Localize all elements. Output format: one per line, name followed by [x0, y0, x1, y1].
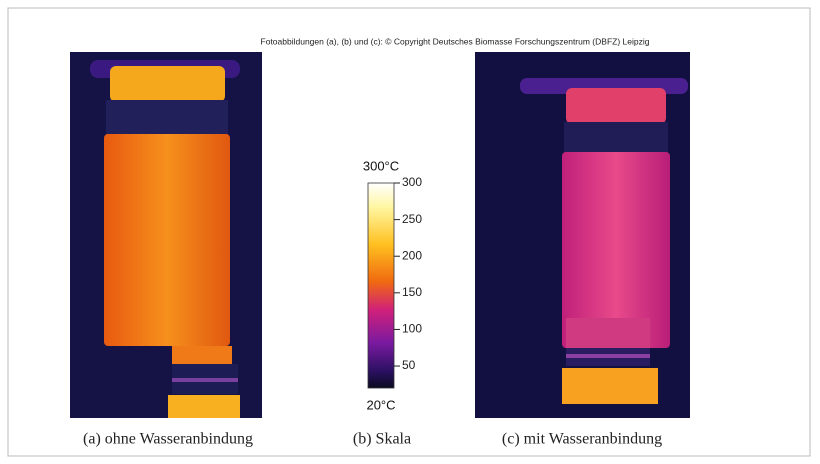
tick-label: 200: [402, 248, 422, 262]
caption: (b) Skala: [353, 431, 411, 448]
thermal-image-c: [475, 52, 690, 418]
color-bar: [368, 183, 394, 388]
tick-label: 50: [402, 358, 416, 372]
page: Fotoabbildungen (a), (b) und (c): © Copy…: [0, 0, 820, 464]
thermal-image-a: [70, 52, 262, 418]
tick-label: 150: [402, 285, 422, 299]
caption: (c) mit Wasseranbindung: [502, 431, 662, 448]
scale-bottom-label: 20°C: [366, 397, 395, 412]
tick-label: 300: [402, 175, 422, 189]
figure: Fotoabbildungen (a), (b) und (c): © Copy…: [0, 0, 820, 464]
scale-top-label: 300°C: [363, 158, 399, 173]
caption: (a) ohne Wasseranbindung: [83, 431, 253, 448]
credit: Fotoabbildungen (a), (b) und (c): © Copy…: [261, 36, 650, 46]
tick-label: 100: [402, 322, 422, 336]
tick-label: 250: [402, 212, 422, 226]
color-scale: 300°C 20°C 50 100 150 200 250 300: [363, 158, 422, 412]
